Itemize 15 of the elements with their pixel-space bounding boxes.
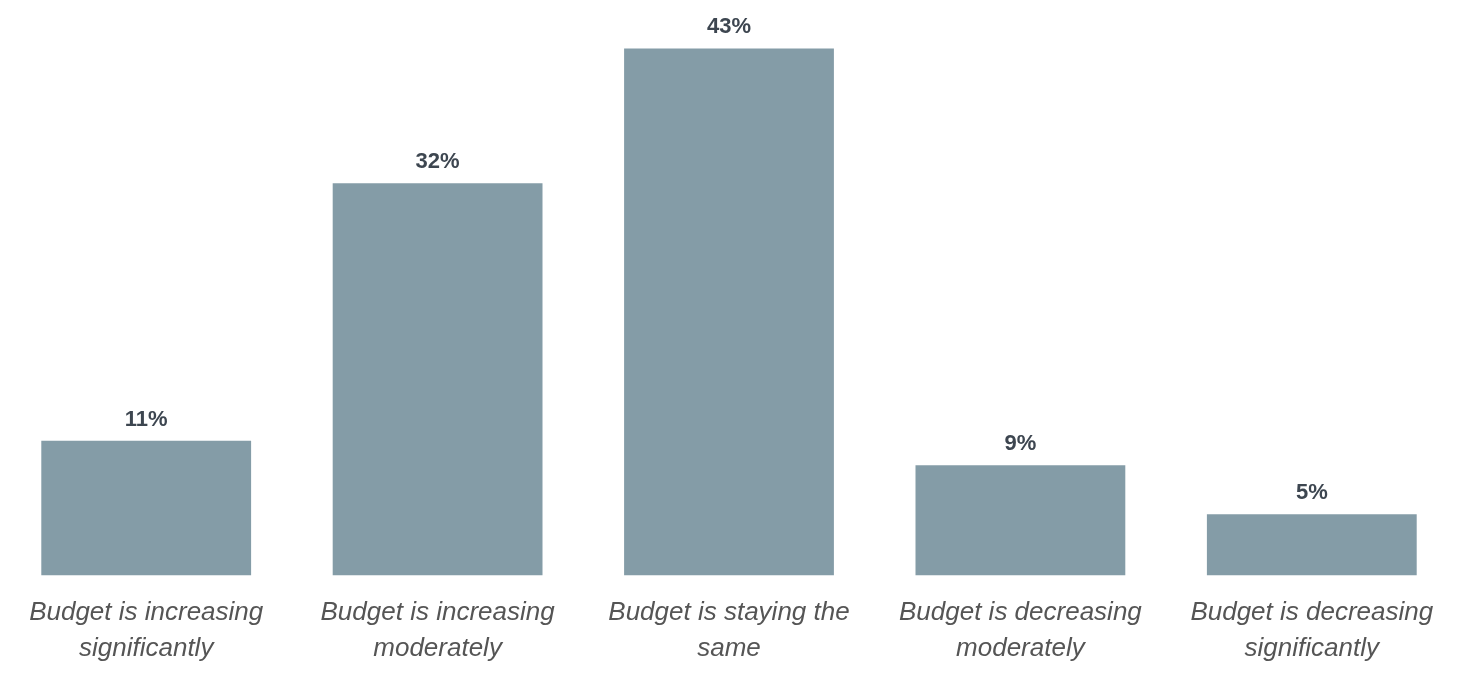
bar xyxy=(332,183,543,576)
bar xyxy=(1206,514,1417,576)
bar xyxy=(915,465,1126,576)
x-tick-label: Budget is staying the same xyxy=(608,595,850,662)
data-label: 5% xyxy=(1295,479,1328,505)
x-tick-label: Budget is decreasing moderately xyxy=(898,595,1143,662)
x-tick-label: Budget is increasing significantly xyxy=(29,595,264,662)
data-label: 11% xyxy=(124,405,168,431)
data-label: 9% xyxy=(1004,430,1037,456)
bar xyxy=(624,48,834,576)
x-tick-label: Budget is decreasing significantly xyxy=(1190,595,1434,662)
bar xyxy=(41,440,252,576)
data-label: 43% xyxy=(706,13,752,39)
x-tick-label: Budget is increasing moderately xyxy=(320,595,556,662)
data-label: 32% xyxy=(415,148,460,174)
